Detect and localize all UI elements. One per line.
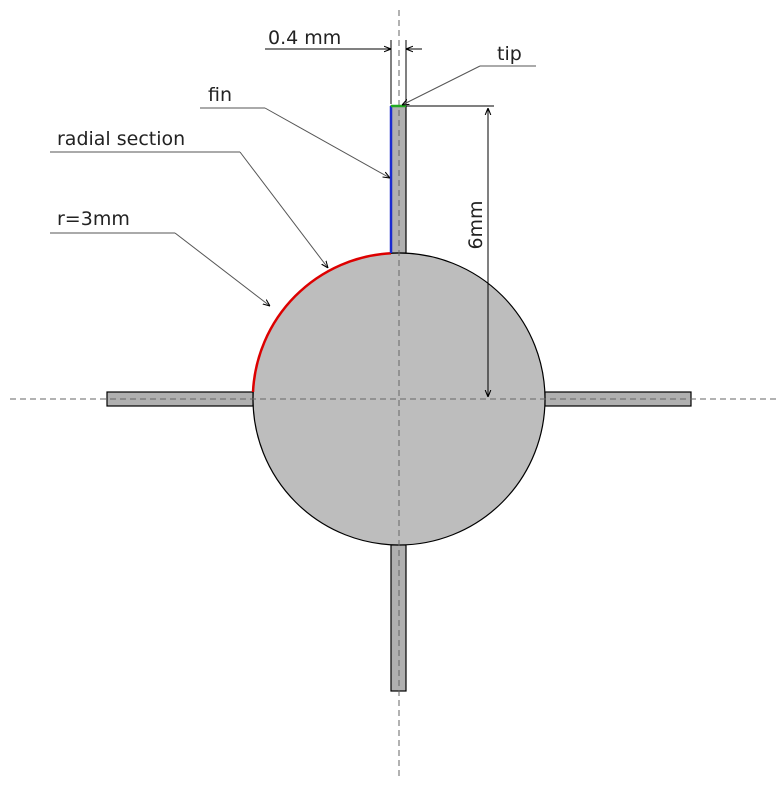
thickness-label: 0.4 mm [268, 27, 341, 49]
leader [239, 151, 328, 268]
fin-bottom [390, 544, 407, 692]
radial-section-edge [251, 251, 392, 393]
radial-section-label: radial section [57, 128, 185, 150]
fin-right [544, 391, 692, 407]
leader [402, 65, 481, 105]
tip-label: tip [497, 43, 522, 65]
leader [174, 232, 270, 306]
radius-label: r=3mm [57, 208, 130, 230]
length-label: 6mm [465, 200, 487, 249]
leader [264, 107, 390, 178]
fin-label: fin [208, 84, 232, 106]
